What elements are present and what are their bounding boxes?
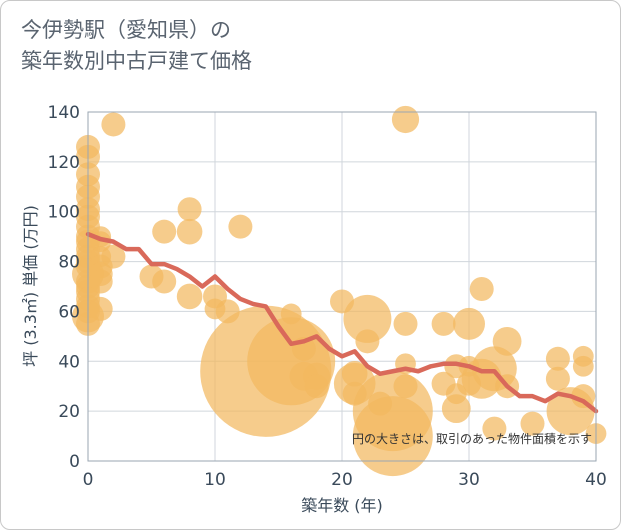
- bubble: [343, 294, 392, 343]
- x-tick-label: 10: [204, 470, 226, 490]
- bubble: [88, 296, 113, 321]
- bubble: [228, 214, 253, 239]
- bubble: [571, 384, 596, 409]
- x-tick-label: 30: [458, 470, 480, 490]
- bubble: [88, 269, 113, 294]
- y-axis-label: 坪 (3.3㎡) 単価 (万円): [21, 205, 40, 367]
- plot-border: [87, 111, 597, 462]
- x-tick-label: 40: [585, 470, 607, 490]
- y-tick-label: 120: [48, 153, 80, 173]
- bubble: [520, 411, 545, 436]
- bubble: [453, 307, 485, 340]
- bubble: [355, 329, 380, 354]
- y-tick-label: 0: [69, 452, 80, 472]
- average-price-line: [85, 231, 599, 414]
- bubble: [441, 394, 471, 424]
- y-tick-label: 140: [48, 103, 80, 123]
- bubble: [572, 355, 594, 377]
- bubble: [393, 311, 418, 336]
- bubble: [101, 112, 126, 137]
- y-axis-ticks: 0 20 40 60 80 100 120 140: [48, 103, 80, 472]
- bubble: [152, 269, 177, 294]
- bubble: [176, 218, 203, 245]
- x-tick-label: 20: [331, 470, 353, 490]
- bubble: [280, 303, 302, 325]
- chart-title-line-2: 築年数別中古戸建て価格: [21, 49, 252, 73]
- bubble: [101, 244, 126, 269]
- bubble: [431, 311, 456, 336]
- x-axis-label: 築年数 (年): [301, 496, 383, 515]
- x-tick-label: 0: [83, 470, 94, 490]
- bubble: [177, 197, 202, 222]
- bubble: [492, 326, 522, 356]
- chart-title: 今伊勢駅（愛知県）の 築年数別中古戸建て価格: [21, 15, 252, 77]
- bubble: [393, 374, 418, 399]
- y-tick-label: 60: [58, 302, 80, 322]
- y-tick-label: 20: [58, 402, 80, 422]
- bubble-series: [72, 105, 607, 477]
- bubble: [341, 360, 368, 387]
- bubble: [545, 366, 570, 391]
- x-axis-ticks: 0 10 20 30 40: [83, 470, 607, 490]
- y-tick-label: 40: [58, 352, 80, 372]
- bubble: [152, 219, 177, 244]
- bubble: [391, 105, 420, 134]
- bubble: [469, 276, 494, 301]
- y-tick-label: 80: [58, 253, 80, 273]
- bubble: [176, 283, 203, 310]
- bubble: [545, 346, 570, 371]
- bubble: [352, 396, 433, 477]
- bubble: [482, 416, 507, 441]
- size-note: 円の大きさは、取引のあった物件面積を示す: [352, 431, 592, 446]
- bubble: [304, 374, 329, 399]
- y-tick-label: 100: [48, 203, 80, 223]
- chart-title-line-1: 今伊勢駅（愛知県）の: [21, 18, 231, 42]
